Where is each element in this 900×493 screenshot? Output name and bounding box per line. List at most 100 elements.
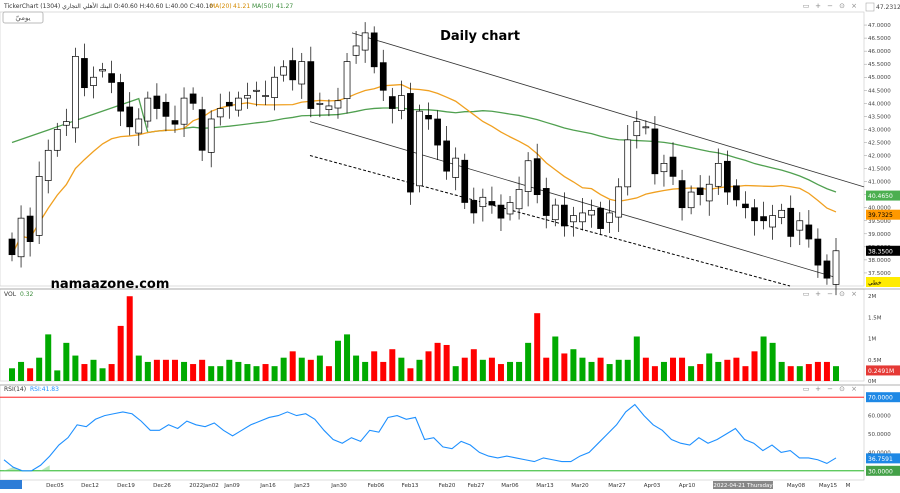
volume-control-icon-1[interactable]: + xyxy=(815,290,821,298)
volume-bar xyxy=(162,359,169,381)
volume-bar xyxy=(697,364,704,381)
volume-bar xyxy=(398,357,405,381)
candle-body xyxy=(515,189,523,210)
volume-bar xyxy=(27,368,34,381)
scroll-handle[interactable] xyxy=(0,480,22,489)
volume-bar xyxy=(796,366,803,381)
volume-bar xyxy=(45,334,52,381)
volume-bar xyxy=(597,357,604,381)
volume-bar xyxy=(126,296,133,381)
candle-body xyxy=(316,102,324,105)
candle-body xyxy=(542,188,550,216)
price-control-icon-0[interactable]: ▭ xyxy=(803,2,810,10)
price-tick-label: 43.0000 xyxy=(868,127,891,133)
volume-bar xyxy=(624,359,631,381)
price-control-icon-4[interactable]: × xyxy=(851,2,857,10)
volume-bar xyxy=(660,361,667,381)
candle-body xyxy=(588,209,595,216)
candle-body xyxy=(35,176,43,236)
candle-body xyxy=(461,159,469,203)
candle-body xyxy=(343,61,351,99)
rsi-control-icon-3[interactable]: ⊙ xyxy=(839,385,845,393)
volume-control-icon-2[interactable]: − xyxy=(827,290,833,298)
price-tick-label: 45.5000 xyxy=(868,62,891,68)
volume-bar xyxy=(805,364,812,381)
volume-bar xyxy=(823,361,830,381)
volume-value: 0.32 xyxy=(20,291,34,298)
candle-body xyxy=(307,61,315,109)
volume-bar xyxy=(516,361,523,381)
ma20-label: MA(20) xyxy=(210,3,232,10)
rsi-control-icon-0[interactable]: ▭ xyxy=(803,385,810,393)
price-tick-label: 44.5000 xyxy=(868,88,891,94)
volume-bar xyxy=(670,357,677,381)
volume-bar xyxy=(144,361,151,381)
price-tick-label: 42.0000 xyxy=(868,154,891,160)
volume-bar xyxy=(18,361,25,381)
candle-body xyxy=(8,238,16,256)
rsi-label: RSI(14) xyxy=(4,386,26,393)
rsi-control-icon-4[interactable]: × xyxy=(851,385,857,393)
candle-body xyxy=(262,95,269,97)
x-axis-label: Apr10 xyxy=(679,483,696,489)
candle-body xyxy=(660,163,668,173)
x-axis-label: Jan09 xyxy=(223,483,240,489)
pane-frame xyxy=(0,11,865,287)
volume-control-icon-0[interactable]: ▭ xyxy=(803,290,810,298)
volume-tick-label: 0M xyxy=(868,379,876,385)
period-badge[interactable]: يوميّ xyxy=(15,14,30,22)
volume-bar xyxy=(543,357,550,381)
x-axis-label: May08 xyxy=(787,483,806,489)
yellow-price-tag-box xyxy=(866,277,900,287)
rsi-30-tag-box xyxy=(866,465,900,476)
volume-bar xyxy=(778,361,785,381)
candle-body xyxy=(99,69,106,72)
x-axis-label: 2022Jan02 xyxy=(189,483,218,489)
volume-bar xyxy=(534,313,541,381)
candle-body xyxy=(796,220,804,231)
volume-bar xyxy=(289,351,296,381)
x-axis-label: Dec05 xyxy=(46,483,64,489)
candle-body xyxy=(570,215,577,223)
candle-body xyxy=(524,160,532,192)
price-control-icon-2[interactable]: − xyxy=(827,2,833,10)
channel-dashed-line xyxy=(309,155,791,287)
price-tick-label: 38.0000 xyxy=(868,258,891,264)
volume-bar xyxy=(470,349,477,381)
volume-bar xyxy=(742,366,749,381)
watermark: namaazone.com xyxy=(51,277,170,292)
x-axis-label: M xyxy=(846,483,851,489)
volume-tick-label: 1M xyxy=(868,337,876,343)
price-tick-label: 41.0000 xyxy=(868,180,891,186)
candle-body xyxy=(370,32,378,68)
axis-settings-icon[interactable] xyxy=(865,2,875,12)
candle-body xyxy=(678,180,686,209)
volume-bar xyxy=(833,366,839,381)
volume-bar xyxy=(63,342,70,381)
volume-bar xyxy=(208,366,215,381)
volume-control-icon-3[interactable]: ⊙ xyxy=(839,290,845,298)
volume-bar xyxy=(262,364,269,381)
candle-body xyxy=(53,129,61,151)
volume-bar xyxy=(9,368,15,381)
candle-body xyxy=(26,215,34,242)
volume-bar xyxy=(452,366,459,381)
ma20-price-tag-box xyxy=(866,209,900,220)
volume-bar xyxy=(633,336,640,381)
rsi-control-icon-1[interactable]: + xyxy=(815,385,821,393)
rsi-control-icon-2[interactable]: − xyxy=(827,385,833,393)
candle-body xyxy=(714,163,722,187)
price-control-icon-1[interactable]: + xyxy=(815,2,821,10)
volume-bar xyxy=(570,349,577,381)
price-tick-label: 42.5000 xyxy=(868,140,891,146)
candle-body xyxy=(62,121,70,126)
volume-bar xyxy=(298,357,305,381)
volume-control-icon-4[interactable]: × xyxy=(851,290,857,298)
top-price-label: 47.2312 xyxy=(876,4,900,11)
x-axis-label: Jan23 xyxy=(293,483,310,489)
price-control-icon-3[interactable]: ⊙ xyxy=(839,2,845,10)
period-badge-box[interactable] xyxy=(2,11,44,24)
candle-body xyxy=(425,114,432,120)
rsi-tick-label: 50.0000 xyxy=(868,432,891,438)
volume-tag: 0.2491M xyxy=(868,368,894,375)
